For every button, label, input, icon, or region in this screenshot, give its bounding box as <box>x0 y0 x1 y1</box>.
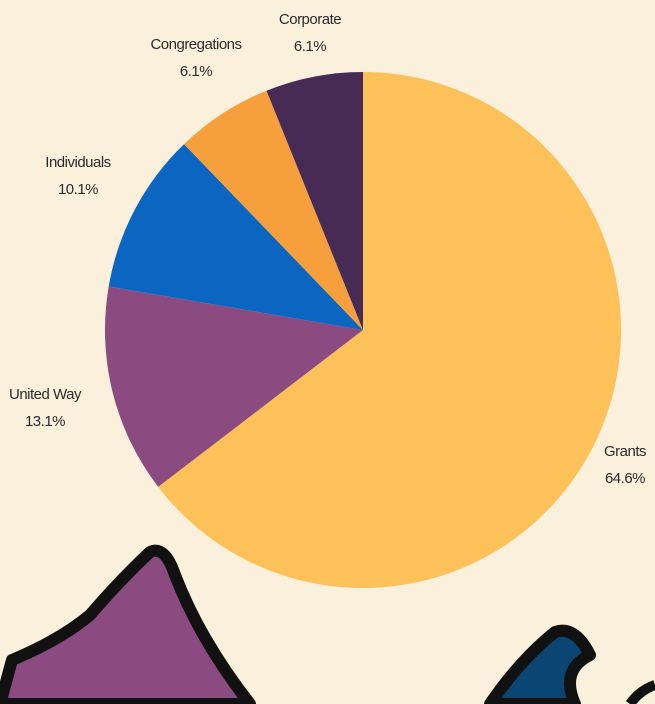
slice-label: Corporate <box>279 11 341 28</box>
value-label: 10.1% <box>58 181 98 198</box>
slice-label: Congregations <box>150 36 241 53</box>
value-label: 6.1% <box>294 38 326 55</box>
value-label: 13.1% <box>25 413 65 430</box>
value-label: 6.1% <box>180 63 212 80</box>
value-label: 64.6% <box>605 470 645 487</box>
slice-label: Grants <box>604 443 646 460</box>
slice-label: Individuals <box>45 154 110 171</box>
page: {"chart_data": {"type": "pie", "categori… <box>0 0 655 704</box>
chart: Grants 64.6% United Way 13.1% Individuals 10.… <box>0 0 655 704</box>
slice-label: United Way <box>9 386 82 403</box>
pie <box>105 72 621 588</box>
